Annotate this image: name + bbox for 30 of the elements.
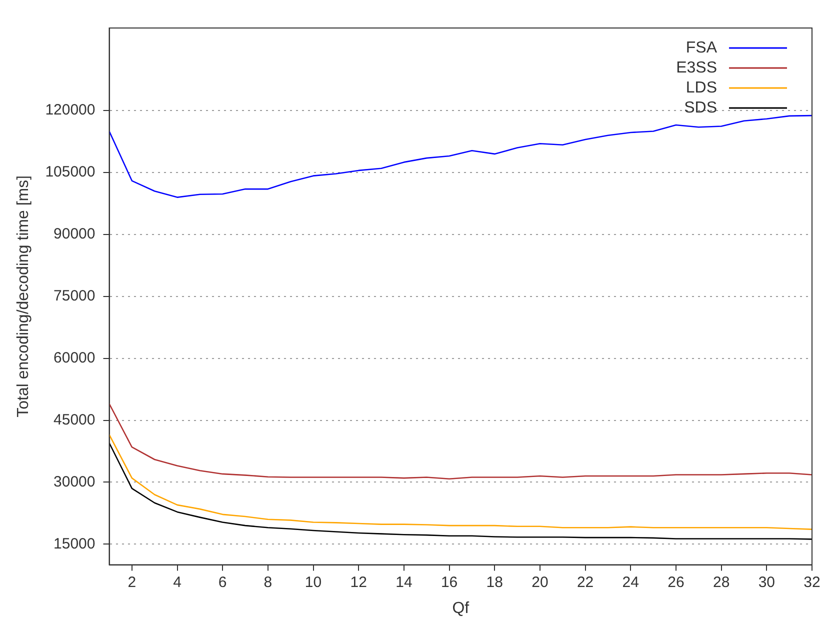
x-tick-label: 28 xyxy=(712,574,730,591)
y-tick-label: 75000 xyxy=(54,288,96,305)
x-tick-label: 8 xyxy=(264,574,272,591)
y-axis-title: Total encoding/decoding time [ms] xyxy=(15,175,32,418)
y-tick-label: 105000 xyxy=(45,164,96,181)
x-tick-label: 4 xyxy=(173,574,182,591)
x-tick-label: 20 xyxy=(532,574,548,591)
y-tick-label: 45000 xyxy=(54,411,96,428)
y-tick-label: 30000 xyxy=(54,473,96,490)
y-tick-label: 90000 xyxy=(54,226,96,243)
x-axis-title: Qf xyxy=(452,600,470,617)
x-tick-label: 6 xyxy=(218,574,227,591)
legend-label: LDS xyxy=(686,79,717,96)
y-tick-label: 15000 xyxy=(54,535,96,552)
x-tick-label: 2 xyxy=(128,574,136,591)
x-tick-label: 12 xyxy=(350,574,367,591)
legend-label: E3SS xyxy=(676,59,717,76)
x-tick-label: 22 xyxy=(576,574,594,591)
x-tick-label: 16 xyxy=(440,574,458,591)
x-tick-label: 32 xyxy=(804,574,820,591)
x-tick-label: 30 xyxy=(758,574,776,591)
legend-label: FSA xyxy=(686,39,718,56)
x-tick-label: 10 xyxy=(304,574,322,591)
y-tick-label: 60000 xyxy=(54,349,96,366)
y-tick-label: 120000 xyxy=(45,102,96,119)
x-tick-label: 14 xyxy=(396,574,412,591)
x-tick-label: 24 xyxy=(622,574,639,591)
legend-label: SDS xyxy=(684,99,717,116)
x-tick-label: 26 xyxy=(668,574,684,591)
x-tick-label: 18 xyxy=(486,574,503,591)
